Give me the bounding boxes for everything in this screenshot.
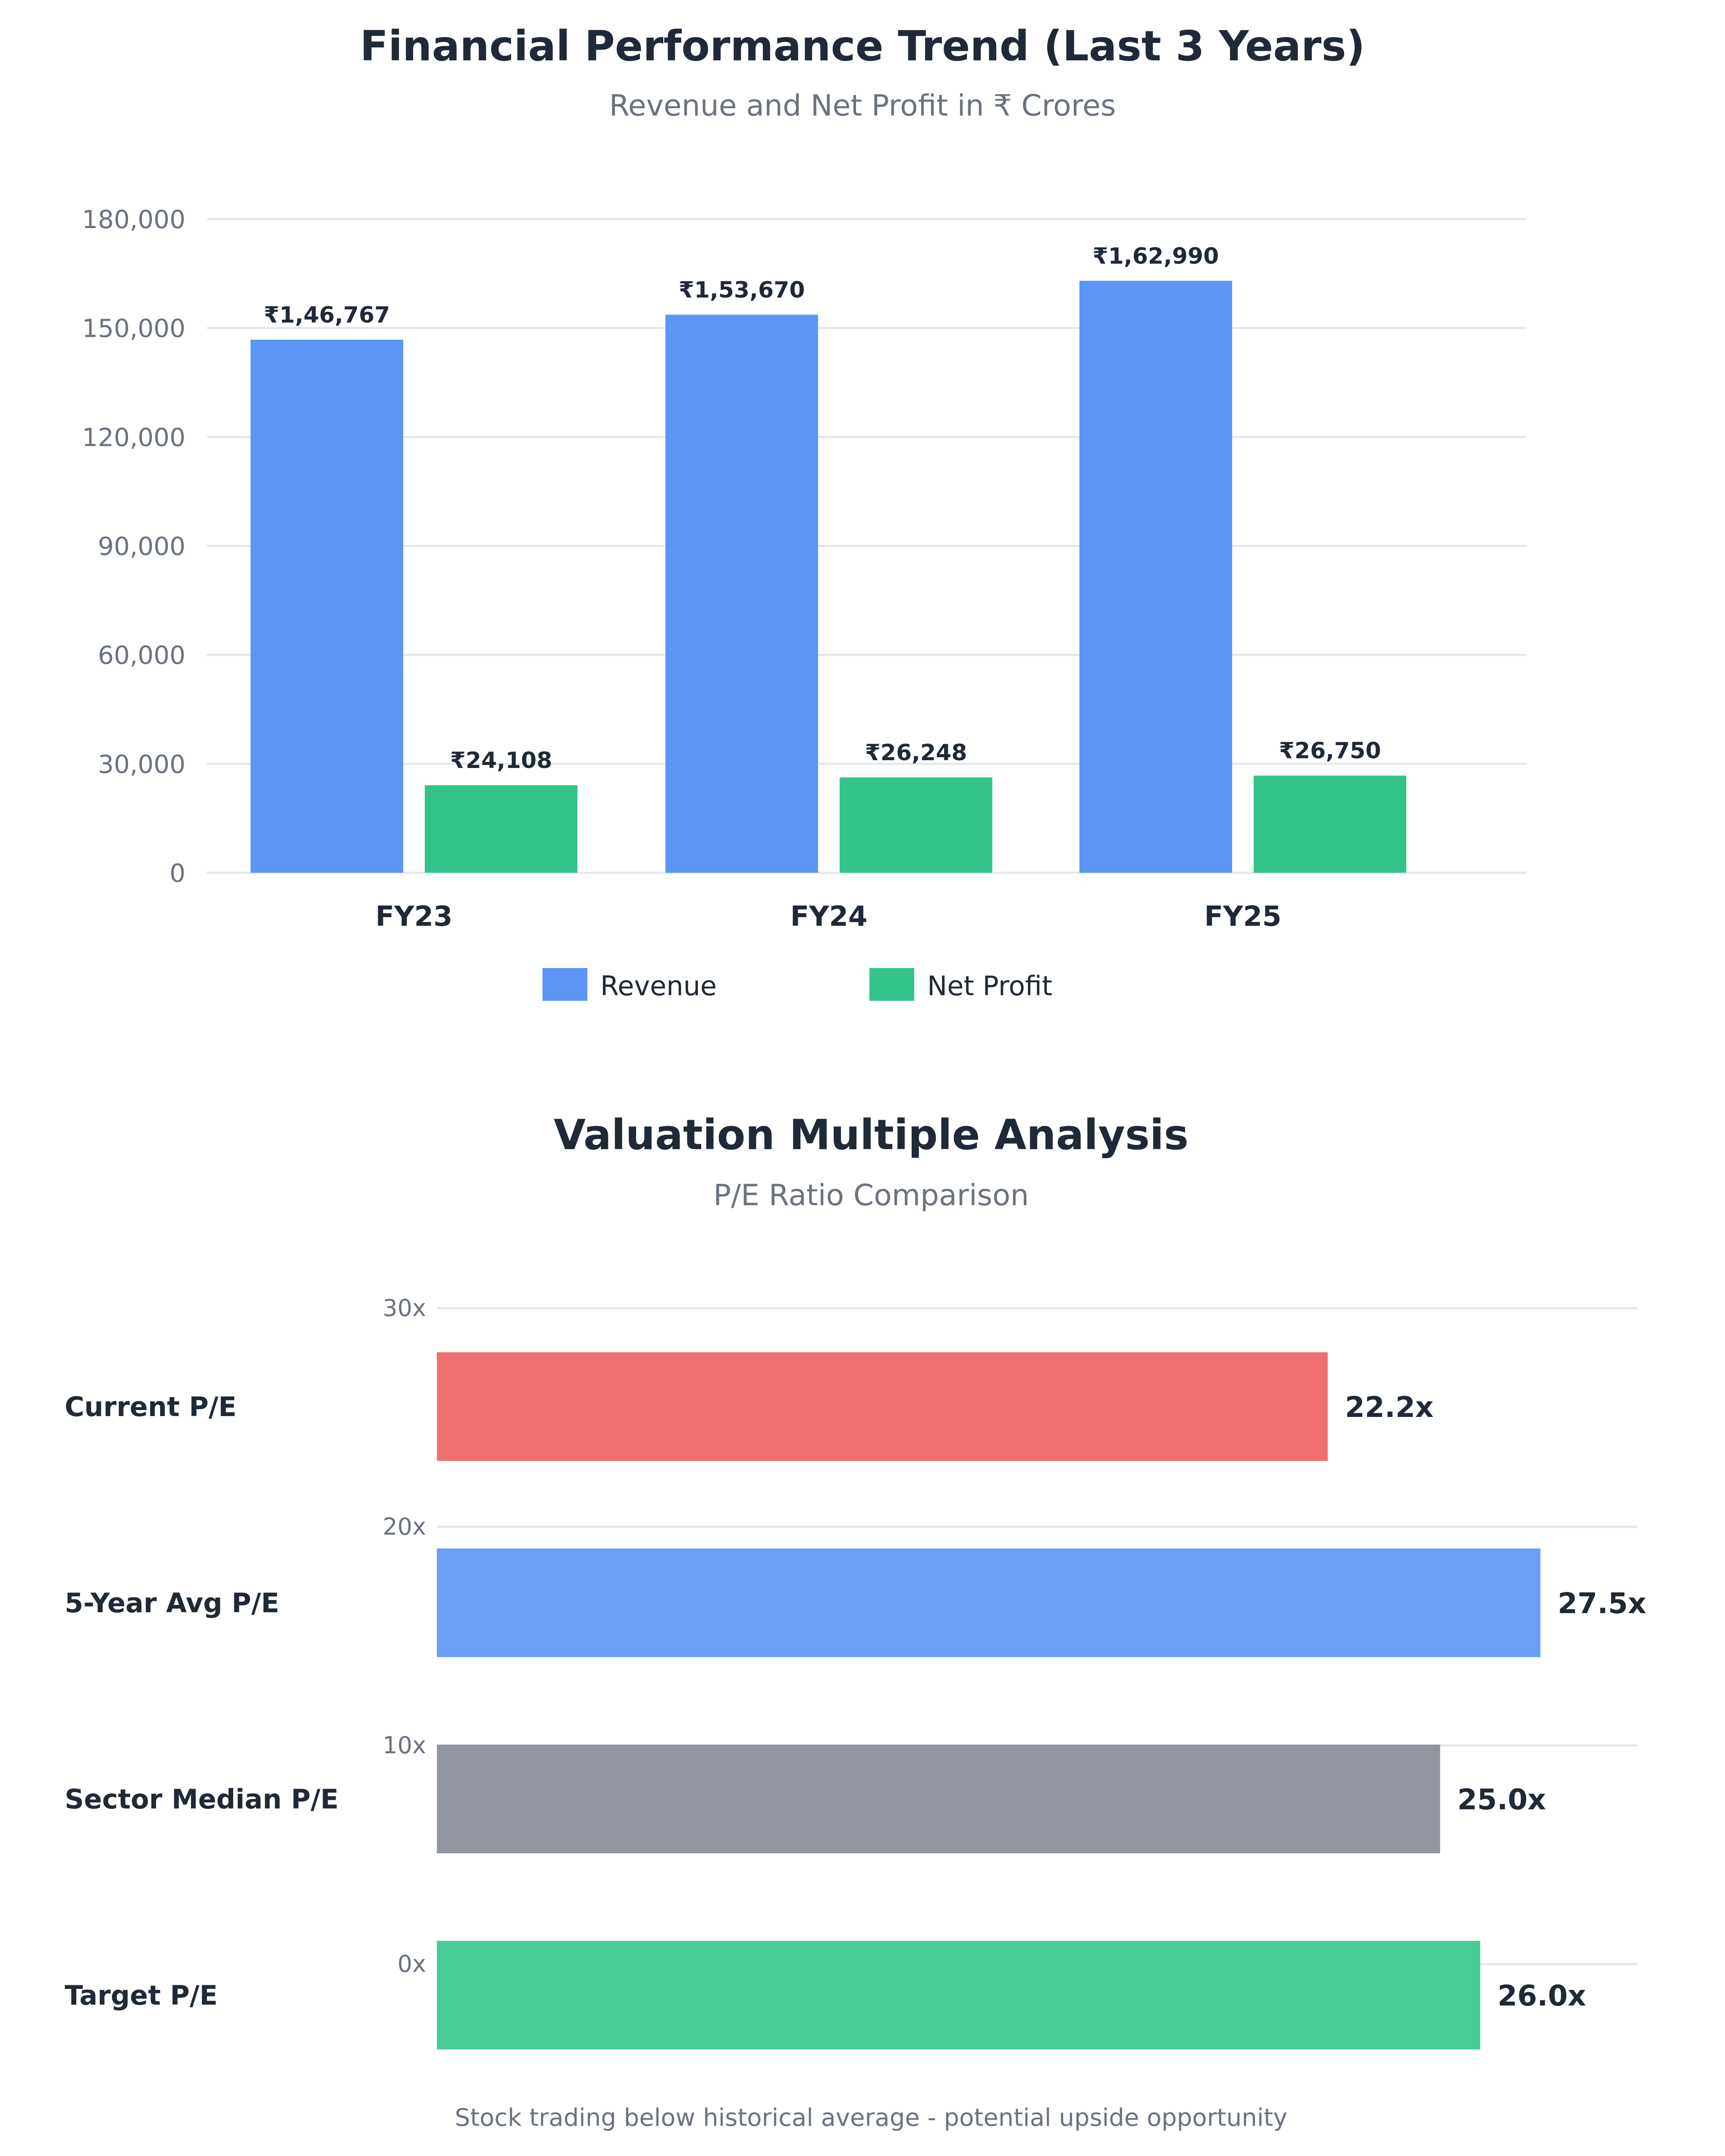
data-label-net-profit-fy24: ₹26,248 — [865, 740, 967, 766]
chart1-y-tick-label: 120,000 — [82, 423, 185, 452]
legend-label-revenue: Revenue — [600, 970, 717, 1002]
data-label-revenue-fy24: ₹1,53,670 — [679, 277, 805, 303]
x-tick-fy24: FY24 — [790, 901, 867, 933]
data-label-revenue-fy23: ₹1,46,767 — [264, 302, 390, 328]
legend-swatch-net-profit — [869, 968, 914, 1001]
chart2-grid-label: 30x — [383, 1294, 426, 1322]
chart2-grid-label: 0x — [398, 1950, 426, 1977]
chart2-grid-label: 20x — [383, 1513, 426, 1540]
bar-current-p-e — [437, 1352, 1328, 1461]
chart1-legend: Revenue Net Profit — [543, 968, 1052, 1002]
chart1-y-ticks: 0 30,000 60,000 90,000 120,000 150,000 180,000 — [82, 205, 185, 888]
chart1-y-tick-label: 0 — [169, 859, 185, 888]
data-label-net-profit-fy25: ₹26,750 — [1279, 738, 1381, 764]
chart1-y-tick-label: 180,000 — [82, 205, 185, 234]
chart1-title: Financial Performance Trend (Last 3 Year… — [360, 22, 1365, 70]
chart1-gridlines — [207, 218, 1527, 874]
x-tick-fy23: FY23 — [375, 901, 452, 933]
chart1-y-tick-label: 60,000 — [98, 641, 185, 670]
chart2-subtitle: P/E Ratio Comparison — [713, 1178, 1029, 1213]
value-label-5-year-avg-p-e: 27.5x — [1558, 1587, 1646, 1620]
chart1-x-ticks: FY23 FY24 FY25 — [375, 901, 1281, 933]
chart2-grid-label: 10x — [383, 1732, 426, 1759]
chart1-bars — [251, 281, 1406, 873]
chart2-category-labels: Current P/E 5-Year Avg P/E Sector Median P… — [65, 1391, 339, 2011]
data-label-revenue-fy25: ₹1,62,990 — [1093, 243, 1219, 269]
value-label-target-p-e: 26.0x — [1497, 1979, 1586, 2012]
value-label-current-p-e: 22.2x — [1345, 1391, 1433, 1424]
legend-label-net-profit: Net Profit — [927, 970, 1052, 1002]
bar-net-profit-fy23 — [425, 785, 577, 873]
chart1-data-labels: ₹1,46,767 ₹24,108 ₹1,53,670 ₹26,248 ₹1,62,99… — [264, 243, 1381, 774]
data-label-net-profit-fy23: ₹24,108 — [450, 748, 552, 774]
bar-net-profit-fy24 — [840, 777, 992, 873]
x-tick-fy25: FY25 — [1204, 901, 1281, 933]
chart2-title: Valuation Multiple Analysis — [554, 1111, 1189, 1159]
pe-ratio-chart: Valuation Multiple Analysis P/E Ratio Co… — [65, 1111, 1646, 2132]
chart2-value-labels: 22.2x 27.5x 25.0x 26.0x — [1345, 1391, 1647, 2012]
chart2-bars — [437, 1352, 1540, 2049]
bar-5-year-avg-p-e — [437, 1548, 1540, 1657]
chart1-y-tick-label: 90,000 — [98, 532, 185, 561]
bar-revenue-fy24 — [665, 314, 818, 873]
category-label-target-p-e: Target P/E — [65, 1980, 218, 2011]
category-label-5-year-avg-p-e: 5-Year Avg P/E — [65, 1587, 279, 1619]
legend-swatch-revenue — [543, 968, 587, 1001]
category-label-sector-median-p-e: Sector Median P/E — [65, 1783, 339, 1815]
bar-revenue-fy25 — [1079, 281, 1232, 873]
category-label-current-p-e: Current P/E — [65, 1391, 237, 1423]
chart1-y-tick-label: 150,000 — [82, 314, 185, 343]
chart1-subtitle: Revenue and Net Profit in ₹ Crores — [609, 89, 1116, 123]
bar-target-p-e — [437, 1941, 1480, 2049]
revenue-profit-chart: Financial Performance Trend (Last 3 Year… — [82, 22, 1527, 1002]
chart2-footnote: Stock trading below historical average -… — [455, 2104, 1288, 2132]
bar-revenue-fy23 — [251, 339, 403, 873]
chart1-y-tick-label: 30,000 — [98, 749, 185, 779]
bar-net-profit-fy25 — [1254, 775, 1406, 873]
value-label-sector-median-p-e: 25.0x — [1457, 1783, 1546, 1816]
bar-sector-median-p-e — [437, 1745, 1440, 1853]
